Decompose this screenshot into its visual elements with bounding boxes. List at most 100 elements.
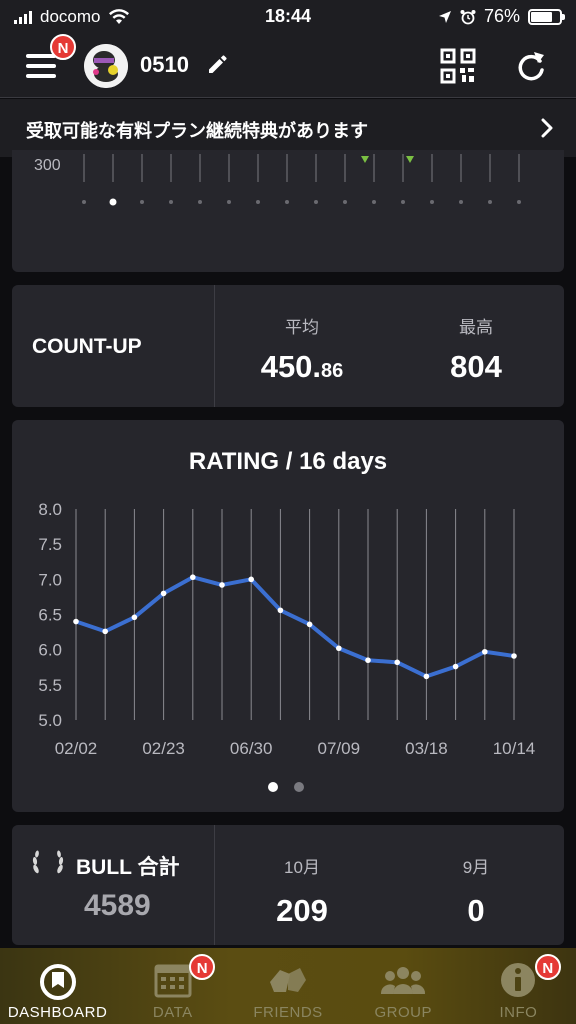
username[interactable]: 0510: [140, 52, 189, 77]
count-up-title: COUNT-UP: [32, 335, 142, 358]
avatar[interactable]: [84, 44, 128, 88]
scrolled-page-dot: [256, 200, 260, 204]
y-tick-label: 7.0: [38, 570, 62, 589]
month1-label: 10月: [284, 858, 320, 877]
marker-icon: [361, 156, 369, 163]
rating-point[interactable]: [248, 576, 254, 583]
x-tick-label: 06/30: [230, 739, 273, 758]
app-header: N 0510: [0, 34, 576, 98]
rating-chart: 8.0 7.5 7.0 6.5 6.0 5.5 5.0 02/02 02/23 06/30 07/0…: [38, 500, 536, 758]
rating-point[interactable]: [336, 645, 342, 652]
scrolled-page-dot: [109, 198, 117, 206]
y-tick-label: 5.0: [38, 711, 62, 730]
scrolled-chart-card: 300: [12, 150, 564, 272]
scrolled-page-dot: [488, 200, 492, 204]
bull-title: BULL 合計: [76, 856, 180, 879]
avatar-image: [84, 44, 128, 88]
pager-dot[interactable]: [268, 782, 278, 792]
rating-point[interactable]: [277, 607, 284, 614]
calendar-icon: [153, 960, 193, 1005]
count-up-card[interactable]: COUNT-UP 平均 450.86 最高 804: [12, 285, 564, 407]
carrier-name: docomo: [40, 7, 101, 26]
scrolled-page-dot: [314, 200, 318, 204]
laurel-icon: [32, 850, 64, 874]
scrolled-page-dot: [82, 200, 86, 204]
rating-point[interactable]: [423, 673, 430, 680]
month1-value: 209: [276, 893, 328, 928]
y-tick-label: 5.5: [38, 676, 62, 695]
rating-point[interactable]: [306, 621, 313, 628]
x-tick-label: 03/18: [405, 739, 448, 758]
max-label: 最高: [459, 318, 493, 337]
rating-point[interactable]: [160, 590, 167, 597]
bull-card[interactable]: BULL 合計 4589 10月 209 9月 0: [12, 825, 564, 945]
rating-point[interactable]: [102, 628, 108, 635]
scrolled-page-dot: [227, 200, 231, 204]
status-bar: docomo 18:44 76%: [0, 0, 576, 34]
banner-text: 受取可能な有料プラン継続特典があります: [26, 121, 368, 141]
nav-label: DASHBOARD: [7, 1004, 108, 1021]
chart-pager[interactable]: [268, 782, 304, 792]
y-tick-label: 6.5: [38, 606, 62, 625]
location-icon: [438, 10, 451, 23]
nav-notification-badge: N: [189, 954, 216, 980]
y-tick-label: 6.0: [38, 641, 62, 660]
qr-code-icon[interactable]: [440, 48, 476, 84]
pager-dot[interactable]: [294, 782, 304, 792]
nav-item-dashboard[interactable]: DASHBOARD: [0, 948, 115, 1024]
refresh-icon[interactable]: [514, 48, 548, 84]
scrolled-page-dot: [401, 200, 405, 204]
rating-point[interactable]: [219, 582, 225, 588]
rating-card[interactable]: RATING / 16 days 8.0 7.5 7.0 6.5 6.0 5.5 5.0 02…: [12, 420, 564, 812]
divider: [214, 825, 215, 945]
nav-label: GROUP: [374, 1004, 432, 1021]
scrolled-axis-label: 300: [34, 157, 61, 174]
status-left: docomo: [14, 7, 130, 27]
y-tick-label: 8.0: [38, 500, 62, 519]
nav-label: INFO: [499, 1004, 538, 1021]
nav-item-data[interactable]: DATA N: [115, 948, 230, 1024]
pencil-icon[interactable]: [206, 52, 230, 76]
nav-item-friends[interactable]: FRIENDS: [230, 948, 345, 1024]
scrolled-page-dot: [372, 200, 376, 204]
battery-percent: 76%: [483, 6, 520, 26]
menu-notification-badge: N: [50, 34, 76, 60]
chevron-right-icon: [541, 118, 553, 138]
rating-point[interactable]: [511, 653, 517, 659]
bull-total: 4589: [84, 889, 151, 922]
x-tick-label: 02/23: [142, 739, 185, 758]
menu-button[interactable]: [26, 54, 56, 80]
scrolled-chart: 300: [34, 154, 521, 206]
rating-point[interactable]: [131, 614, 138, 621]
bottom-navigation: DASHBOARD DATA N FRIENDS GROUP INFO N: [0, 948, 576, 1024]
rating-point[interactable]: [190, 574, 196, 581]
scrolled-page-dot: [198, 200, 202, 204]
y-tick-label: 7.5: [38, 535, 62, 554]
scrolled-page-dot: [517, 200, 521, 204]
average-value: 450.86: [260, 349, 344, 384]
marker-icon: [406, 156, 414, 163]
rating-point[interactable]: [365, 657, 371, 664]
nav-item-group[interactable]: GROUP: [346, 948, 461, 1024]
nav-item-info[interactable]: INFO N: [461, 948, 576, 1024]
nav-label: FRIENDS: [253, 1004, 323, 1021]
max-value: 804: [450, 349, 502, 384]
friends-icon: [266, 960, 310, 1005]
rating-series-line: [75, 575, 515, 679]
rating-point[interactable]: [73, 618, 79, 625]
rating-point[interactable]: [452, 663, 459, 670]
month2-label: 9月: [462, 858, 490, 877]
info-icon: [498, 960, 538, 1005]
scrolled-page-dot: [169, 200, 173, 204]
divider: [214, 285, 215, 407]
rating-point[interactable]: [482, 648, 488, 655]
bonus-banner[interactable]: 受取可能な有料プラン継続特典があります: [0, 99, 576, 157]
dashboard-icon: [36, 960, 80, 1005]
scrolled-page-dot: [459, 200, 463, 204]
average-label: 平均: [285, 318, 319, 337]
group-icon: [379, 960, 427, 1005]
rating-point[interactable]: [394, 659, 401, 666]
rating-title: RATING / 16 days: [188, 448, 388, 475]
x-tick-label: 10/14: [493, 739, 536, 758]
x-tick-label: 02/02: [55, 739, 98, 758]
